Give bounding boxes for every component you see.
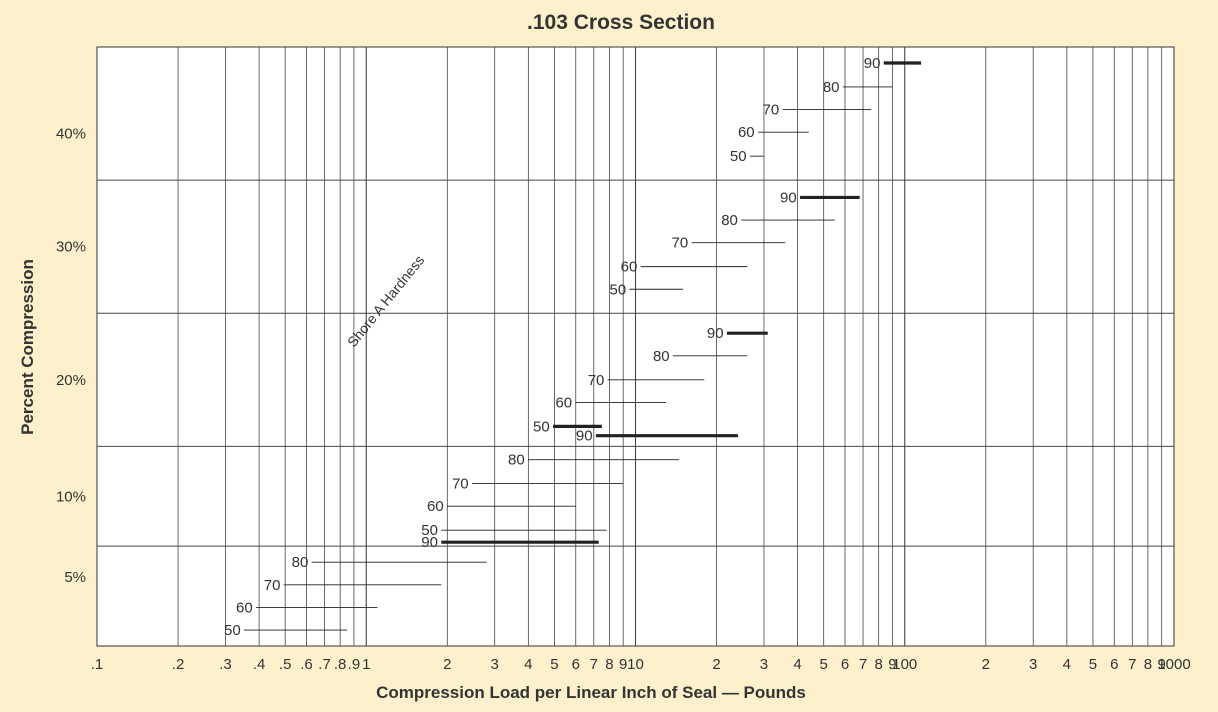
- series-hardness-label: 60: [555, 394, 572, 411]
- y-tick-labels: 40% 30% 20% 10% 5%: [56, 126, 86, 586]
- x-tick-label: 9: [888, 656, 896, 673]
- x-tick-label: 10: [627, 656, 644, 673]
- x-tick-label: 9: [619, 656, 627, 673]
- x-tick-label: .5: [279, 656, 292, 673]
- series-hardness-label: 80: [508, 452, 525, 469]
- x-tick-label: .6: [300, 656, 313, 673]
- x-tick-label: .8: [334, 656, 347, 673]
- series-hardness-label: 70: [588, 372, 605, 389]
- series-hardness-label: 50: [421, 522, 438, 539]
- y-tick-label: 5%: [64, 569, 86, 586]
- x-tick-label: 3: [760, 656, 768, 673]
- x-tick-label: .1: [91, 656, 104, 673]
- series-hardness-label: 70: [264, 577, 281, 594]
- x-tick-label: 7: [1128, 656, 1136, 673]
- series-hardness-label: 60: [738, 124, 755, 141]
- series-hardness-label: 50: [610, 281, 627, 298]
- chart-title: .103 Cross Section: [527, 11, 715, 34]
- x-tick-label: 2: [443, 656, 451, 673]
- x-tick-label: 8: [605, 656, 613, 673]
- y-tick-label: 10%: [56, 488, 86, 505]
- x-tick-label: 6: [572, 656, 580, 673]
- series-hardness-label: 90: [576, 428, 593, 445]
- x-tick-label: 7: [859, 656, 867, 673]
- series-hardness-label: 80: [653, 348, 670, 365]
- series-hardness-label: 90: [864, 55, 881, 72]
- x-tick-label: 4: [1063, 656, 1071, 673]
- series-hardness-label: 50: [730, 148, 747, 165]
- x-tick-label: 5: [550, 656, 558, 673]
- x-tick-label: 3: [1029, 656, 1037, 673]
- x-tick-label: 3: [491, 656, 499, 673]
- series-group: 5060708090506070809050607080905060708090…: [224, 55, 922, 639]
- x-tick-label: 5: [1089, 656, 1097, 673]
- x-tick-label: 2: [982, 656, 990, 673]
- series-hardness-label: 50: [224, 622, 241, 639]
- x-tick-label: 8: [874, 656, 882, 673]
- series-hardness-label: 60: [621, 259, 638, 276]
- x-tick-label: 7: [590, 656, 598, 673]
- series-hardness-label: 80: [823, 79, 840, 96]
- series-hardness-label: 60: [427, 498, 444, 515]
- x-tick-label: 1: [362, 656, 370, 673]
- series-hardness-label: 90: [780, 189, 797, 206]
- x-tick-label: 9: [1158, 656, 1166, 673]
- horizontal-gridlines: [97, 179, 1174, 547]
- series-hardness-label: 80: [292, 554, 309, 571]
- x-tick-label: 5: [820, 656, 828, 673]
- y-tick-label: 30%: [56, 239, 86, 256]
- y-tick-label: 40%: [56, 126, 86, 143]
- x-tick-label: 8: [1144, 656, 1152, 673]
- x-tick-label: 6: [1110, 656, 1118, 673]
- x-tick-label: .7: [318, 656, 331, 673]
- x-tick-labels: .1.2.3.4.5.6.7.8.9 1 2 3 4 5 6 7 8 9 10 2 3 4 5 6 7 8 9100…: [91, 656, 1191, 673]
- x-tick-label: .4: [253, 656, 266, 673]
- x-axis-title: Compression Load per Linear Inch of Seal…: [376, 683, 806, 702]
- x-tick-label: 6: [841, 656, 849, 673]
- x-tick-label: 100: [892, 656, 917, 673]
- series-hardness-label: 90: [707, 325, 724, 342]
- x-tick-label: .9: [348, 656, 361, 673]
- x-tick-label: 4: [524, 656, 532, 673]
- y-tick-label: 20%: [56, 372, 86, 389]
- series-hardness-label: 70: [762, 102, 779, 119]
- series-hardness-label: 70: [672, 235, 689, 252]
- series-hardness-label: 50: [533, 418, 550, 435]
- series-hardness-label: 80: [721, 212, 738, 229]
- x-tick-label: .3: [219, 656, 232, 673]
- x-tick-label: 2: [712, 656, 720, 673]
- series-hardness-label: 60: [236, 599, 253, 616]
- x-tick-label: 4: [793, 656, 801, 673]
- series-hardness-label: 90: [421, 534, 438, 551]
- x-tick-label: 1000: [1157, 656, 1190, 673]
- x-tick-label: .2: [172, 656, 185, 673]
- y-axis-title: Percent Compression: [18, 259, 37, 435]
- series-hardness-label: 70: [452, 476, 469, 493]
